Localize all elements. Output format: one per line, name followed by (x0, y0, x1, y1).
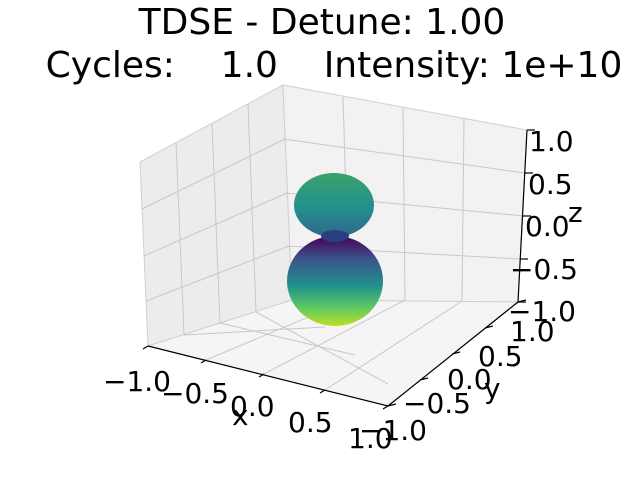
z-tick-label: 0.0 (525, 210, 570, 243)
axis-ticks (142, 129, 535, 410)
z-tick-labels: −1.0 −0.5 0.0 0.5 1.0 (508, 125, 578, 328)
z-axis-label: z (568, 196, 583, 229)
y-tick-label: 0.5 (478, 340, 523, 373)
y-tick-label: −1.0 (359, 414, 427, 447)
x-tick-label: −1.0 (103, 365, 171, 398)
y-axis-label: y (484, 372, 501, 405)
x-tick-label: −0.5 (161, 377, 229, 410)
z-tick-label: −0.5 (510, 253, 578, 286)
surface-3d (287, 173, 383, 326)
z-tick-label: −1.0 (508, 295, 576, 328)
y-tick-label: −0.5 (403, 387, 471, 420)
surface-lower-lobe (287, 236, 383, 326)
x-tick-label: 1.0 (348, 422, 393, 455)
z-tick-label: 0.5 (528, 168, 573, 201)
x-axis-label: x (232, 399, 249, 432)
x-tick-label: 0.0 (230, 390, 275, 423)
chart-title-line-1: TDSE - Detune: 1.00 (138, 2, 506, 43)
y-tick-labels: −1.0 −0.5 0.0 0.5 1.0 (359, 315, 555, 447)
surface-neck (321, 230, 349, 242)
z-tick-label: 1.0 (529, 125, 574, 158)
x-tick-label: 0.5 (288, 406, 333, 439)
y-tick-label: 0.0 (447, 363, 492, 396)
z-axis-line (517, 129, 528, 303)
y-tick-label: 1.0 (510, 315, 555, 348)
x-tick-labels: −1.0 −0.5 0.0 0.5 1.0 (103, 365, 393, 455)
chart-title-line-2: Cycles: 1.0 Intensity: 1e+10 (45, 45, 623, 86)
surface-upper-lobe (294, 173, 374, 237)
x-axis-line (147, 345, 389, 407)
